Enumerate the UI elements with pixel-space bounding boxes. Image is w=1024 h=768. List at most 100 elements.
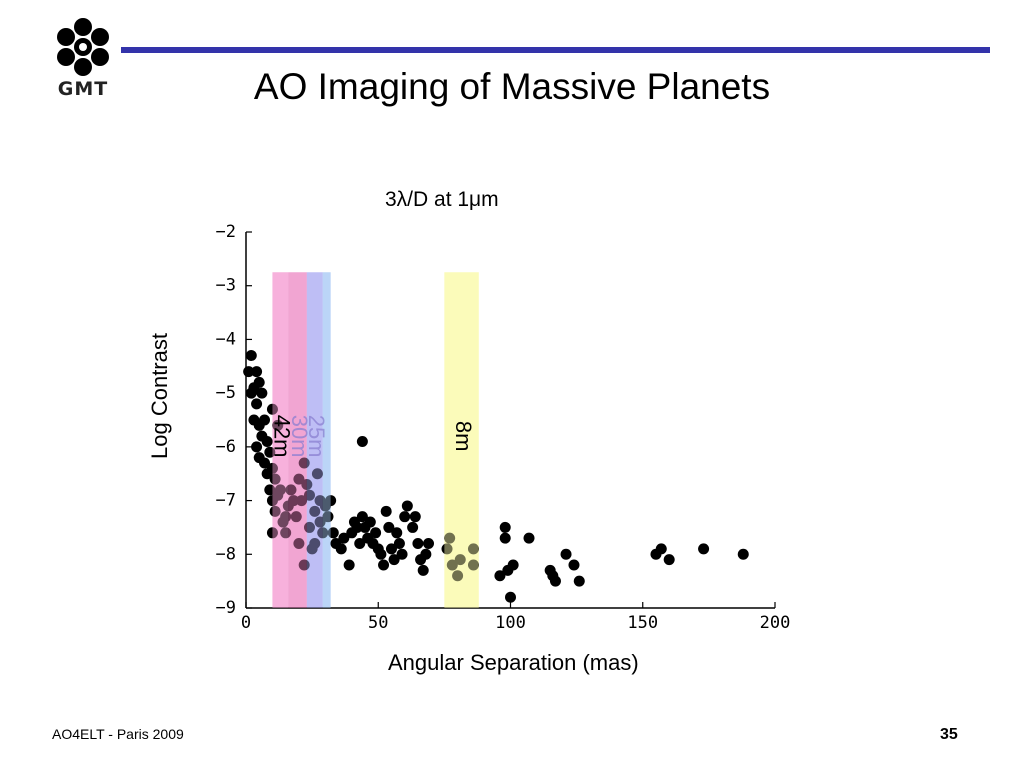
data-point <box>303 489 315 501</box>
y-tick-label: −6 <box>216 437 236 457</box>
data-point <box>441 543 453 555</box>
data-point <box>343 559 355 571</box>
data-point <box>663 554 675 566</box>
data-point <box>396 548 408 560</box>
data-point <box>261 435 273 447</box>
data-point <box>274 484 286 496</box>
data-point <box>325 495 337 507</box>
data-point <box>452 570 464 582</box>
data-point <box>245 387 257 399</box>
data-point <box>266 462 278 474</box>
data-point <box>573 575 585 587</box>
data-point <box>243 366 255 378</box>
band-label-8m: 8m <box>451 421 476 452</box>
band-30m <box>288 272 307 608</box>
data-point <box>499 521 511 533</box>
y-tick-label: −4 <box>216 329 236 349</box>
logo-text: GMT <box>57 78 109 100</box>
data-point <box>549 575 561 587</box>
data-point <box>317 527 329 539</box>
data-point <box>269 473 281 485</box>
band-overlay <box>444 272 479 608</box>
data-point <box>293 538 305 550</box>
data-point <box>523 532 535 544</box>
data-point <box>407 521 419 533</box>
x-tick-label: 200 <box>760 613 791 633</box>
data-point <box>251 441 263 453</box>
data-point <box>280 527 292 539</box>
data-point <box>568 559 580 571</box>
data-point <box>383 521 395 533</box>
y-axis-label: Log Contrast <box>147 333 172 459</box>
data-point <box>356 511 368 523</box>
data-point <box>264 446 276 458</box>
band-overlay <box>306 272 323 608</box>
data-point <box>409 511 421 523</box>
band-overlay <box>272 272 289 608</box>
x-tick-label: 50 <box>368 613 388 633</box>
data-point <box>301 478 313 490</box>
data-point <box>298 559 310 571</box>
data-point <box>309 538 321 550</box>
data-point <box>269 505 281 517</box>
data-point <box>266 403 278 415</box>
data-point <box>655 543 667 555</box>
data-point <box>266 527 278 539</box>
data-point <box>338 532 350 544</box>
data-point <box>296 495 308 507</box>
data-point <box>370 527 382 539</box>
data-point <box>698 543 710 555</box>
data-point <box>253 376 265 388</box>
data-point <box>351 521 363 533</box>
data-point <box>378 559 390 571</box>
data-point <box>322 511 334 523</box>
data-point <box>298 457 310 469</box>
data-point <box>454 554 466 566</box>
band-label-25m: 25m <box>304 415 329 458</box>
data-point <box>423 538 435 550</box>
data-point <box>259 414 271 426</box>
band-label-42m: 42m <box>270 415 295 458</box>
data-point <box>364 516 376 528</box>
page-number: 35 <box>940 726 958 743</box>
data-point <box>354 538 366 550</box>
data-point <box>251 366 263 378</box>
y-tick-label: −2 <box>216 222 236 242</box>
data-point <box>356 435 368 447</box>
data-point <box>272 419 284 431</box>
y-tick-label: −8 <box>216 544 236 564</box>
data-point <box>385 543 397 555</box>
data-point <box>560 548 572 560</box>
data-point <box>467 559 479 571</box>
band-overlay <box>322 272 331 608</box>
data-point <box>420 548 432 560</box>
data-point <box>288 495 300 507</box>
data-point <box>309 505 321 517</box>
band-extra <box>322 272 331 608</box>
data-point <box>417 564 429 576</box>
data-point <box>467 543 479 555</box>
data-point <box>380 505 392 517</box>
data-point <box>311 468 323 480</box>
data-point <box>393 538 405 550</box>
data-point <box>412 538 424 550</box>
band-label-30m: 30m <box>287 415 312 458</box>
data-point <box>507 559 519 571</box>
data-point <box>264 484 276 496</box>
data-point <box>303 521 315 533</box>
y-tick-label: −5 <box>216 383 236 403</box>
band-overlay <box>288 272 307 608</box>
data-point <box>290 511 302 523</box>
x-tick-label: 100 <box>495 613 526 633</box>
y-tick-label: −9 <box>216 598 236 618</box>
gmt-seven-mirror-logo-icon <box>57 18 109 76</box>
data-point <box>401 500 413 512</box>
data-point <box>391 527 403 539</box>
data-point <box>314 516 326 528</box>
data-point <box>737 548 749 560</box>
data-point <box>259 457 271 469</box>
data-point <box>375 548 387 560</box>
data-point <box>499 532 511 544</box>
slide-title: AO Imaging of Massive Planets <box>253 66 771 107</box>
